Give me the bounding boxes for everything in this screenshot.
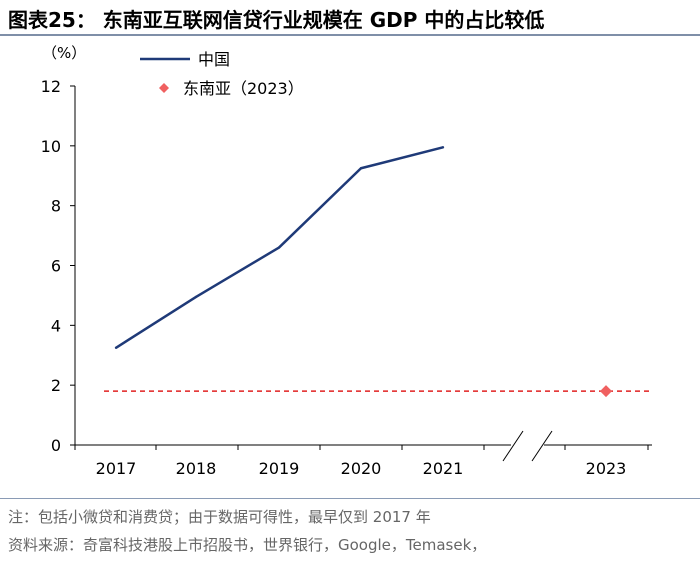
x-tick-label: 2020 (341, 459, 382, 478)
y-tick-label: 10 (41, 137, 61, 156)
line-chart: （%） 0 2 4 6 8 10 12 2017 2018 2019 2020 2021 2023 中国东南… (41, 44, 652, 478)
y-tick-label: 2 (51, 376, 61, 395)
x-tick-label: 2019 (259, 459, 300, 478)
legend-label-china: 中国 (198, 50, 230, 69)
data-point-sea-2023 (600, 385, 612, 398)
chart-title-bar: 图表25： 东南亚互联网信贷行业规模在 GDP 中的占比较低 (0, 0, 700, 34)
footer-divider (0, 498, 700, 499)
chart-title: 图表25： 东南亚互联网信贷行业规模在 GDP 中的占比较低 (8, 8, 545, 32)
footnote-source: 资料来源：奇富科技港股上市招股书，世界银行，Google，Temasek， (8, 536, 487, 554)
y-tick-label: 8 (51, 197, 61, 216)
data-point-china (114, 346, 118, 349)
axis-break-mark (502, 430, 524, 462)
data-point-china (359, 167, 363, 170)
legend-label-sea: 东南亚（2023） (183, 79, 304, 98)
x-tick-label: 2018 (176, 459, 217, 478)
y-tick-label: 6 (51, 257, 61, 276)
data-point-china (194, 295, 198, 299)
data-point-china (441, 146, 445, 149)
x-tick-label: 2017 (96, 459, 137, 478)
y-tick-label: 12 (41, 77, 61, 96)
legend-swatch-sea (159, 83, 169, 93)
y-axis-label: （%） (42, 44, 86, 62)
y-tick-label: 4 (51, 316, 61, 335)
data-point-china (277, 246, 281, 249)
footnote-note: 注：包括小微贷和消费贷；由于数据可得性，最早仅到 2017 年 (8, 508, 431, 526)
y-tick-label: 0 (51, 436, 61, 455)
title-divider (0, 34, 700, 36)
x-tick-label: 2021 (423, 459, 464, 478)
x-tick-label: 2023 (586, 459, 627, 478)
axis-break-mark (531, 430, 553, 462)
